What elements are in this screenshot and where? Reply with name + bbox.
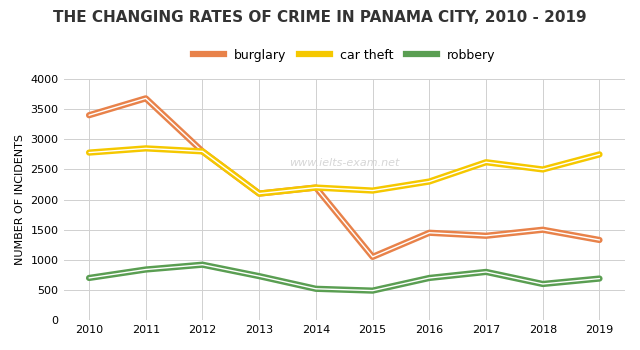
- robbery: [426, 276, 433, 280]
- car theft: [85, 150, 93, 155]
- car theft: [482, 160, 490, 164]
- Line: burglary: burglary: [89, 98, 600, 257]
- burglary: [426, 231, 433, 235]
- robbery: [198, 262, 206, 267]
- burglary: [198, 149, 206, 154]
- robbery: [255, 274, 263, 278]
- car theft: [198, 149, 206, 154]
- robbery: [312, 287, 320, 291]
- car theft: [369, 188, 376, 193]
- robbery: [539, 282, 547, 286]
- Text: THE CHANGING RATES OF CRIME IN PANAMA CITY, 2010 - 2019: THE CHANGING RATES OF CRIME IN PANAMA CI…: [53, 10, 587, 26]
- Text: www.ielts-exam.net: www.ielts-exam.net: [289, 159, 399, 168]
- burglary: [255, 191, 263, 196]
- burglary: [596, 238, 604, 242]
- robbery: [482, 270, 490, 274]
- burglary: [482, 234, 490, 238]
- burglary: [312, 186, 320, 190]
- burglary: [369, 255, 376, 259]
- robbery: [596, 276, 604, 281]
- Line: robbery: robbery: [89, 265, 600, 290]
- burglary: [539, 228, 547, 232]
- Y-axis label: NUMBER OF INCIDENTS: NUMBER OF INCIDENTS: [15, 134, 25, 265]
- car theft: [426, 180, 433, 184]
- Legend: burglary, car theft, robbery: burglary, car theft, robbery: [188, 44, 501, 67]
- car theft: [596, 152, 604, 156]
- robbery: [369, 288, 376, 293]
- burglary: [142, 96, 150, 100]
- Line: car theft: car theft: [89, 148, 600, 194]
- robbery: [85, 276, 93, 280]
- car theft: [142, 146, 150, 150]
- car theft: [539, 167, 547, 172]
- robbery: [142, 267, 150, 272]
- burglary: [85, 113, 93, 117]
- car theft: [255, 191, 263, 196]
- car theft: [312, 186, 320, 190]
